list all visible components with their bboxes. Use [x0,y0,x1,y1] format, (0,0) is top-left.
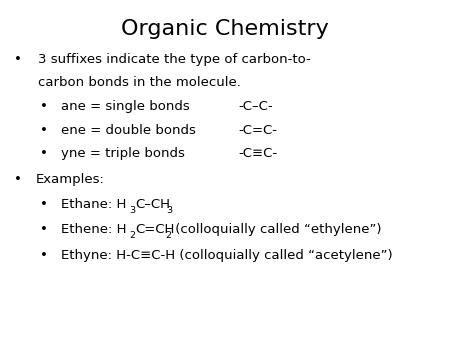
Text: Examples:: Examples: [36,173,105,186]
Text: -C≡C-: -C≡C- [238,147,278,160]
Text: C=CH: C=CH [135,223,175,236]
Text: -C–C-: -C–C- [238,100,273,113]
Text: (colloquially called “ethylene”): (colloquially called “ethylene”) [171,223,382,236]
Text: ane = single bonds: ane = single bonds [61,100,189,113]
Text: 2: 2 [166,232,172,240]
Text: •: • [40,223,49,236]
Text: 2: 2 [130,232,135,240]
Text: •: • [40,124,49,137]
Text: •: • [40,100,49,113]
Text: Organic Chemistry: Organic Chemistry [121,19,329,39]
Text: Ethane: H: Ethane: H [61,198,126,211]
Text: C–CH: C–CH [135,198,170,211]
Text: Ethyne: H-C≡C-H (colloquially called “acetylene”): Ethyne: H-C≡C-H (colloquially called “ac… [61,249,392,262]
Text: 3 suffixes indicate the type of carbon-to-: 3 suffixes indicate the type of carbon-t… [38,53,311,66]
Text: ene = double bonds: ene = double bonds [61,124,196,137]
Text: •: • [14,53,22,66]
Text: •: • [14,173,22,186]
Text: Ethene: H: Ethene: H [61,223,126,236]
Text: carbon bonds in the molecule.: carbon bonds in the molecule. [38,76,241,89]
Text: •: • [40,147,49,160]
Text: •: • [40,249,49,262]
Text: yne = triple bonds: yne = triple bonds [61,147,184,160]
Text: -C=C-: -C=C- [238,124,278,137]
Text: 3: 3 [130,206,136,215]
Text: 3: 3 [166,206,172,215]
Text: •: • [40,198,49,211]
